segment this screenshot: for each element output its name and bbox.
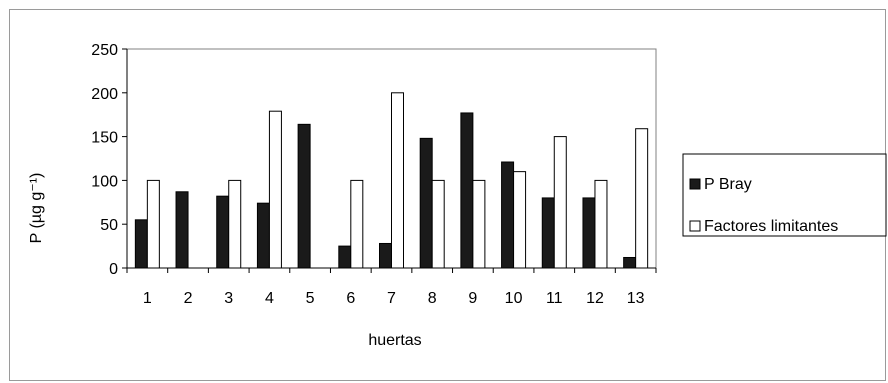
bar-factores-limitantes-11 bbox=[553, 136, 567, 269]
legend-box bbox=[682, 153, 887, 237]
y-tick-label: 0 bbox=[109, 261, 118, 278]
x-axis: 1 2 3 4 5 6 7 8 9 10 11 12 13 bbox=[126, 267, 657, 307]
y-tick-label: 50 bbox=[100, 217, 118, 234]
bar-p-bray-9 bbox=[460, 112, 474, 269]
x-tick-label: 6 bbox=[346, 290, 355, 307]
plot-area bbox=[126, 48, 657, 269]
x-tick-label: 5 bbox=[306, 290, 315, 307]
x-tick-label: 8 bbox=[428, 290, 437, 307]
bar-factores-limitantes-6 bbox=[350, 179, 364, 269]
x-tick-label: 9 bbox=[468, 290, 477, 307]
bar-factores-limitantes-9 bbox=[472, 179, 486, 269]
bar-p-bray-13 bbox=[623, 256, 637, 269]
x-axis-title: huertas bbox=[368, 332, 421, 349]
bar-p-bray-5 bbox=[297, 123, 311, 269]
bar-p-bray-8 bbox=[419, 137, 433, 269]
bar-p-bray-7 bbox=[379, 242, 392, 269]
x-tick-label: 10 bbox=[505, 290, 523, 307]
bar-factores-limitantes-10 bbox=[513, 171, 527, 269]
y-tick-label: 150 bbox=[91, 130, 118, 147]
bar-p-bray-6 bbox=[338, 245, 352, 269]
legend-swatch-factores-limitantes bbox=[689, 220, 701, 232]
bar-p-bray-3 bbox=[216, 195, 230, 269]
y-axis-title: P (µg g⁻¹) bbox=[28, 173, 45, 244]
x-tick-label: 13 bbox=[627, 290, 645, 307]
legend-label-p-bray: P Bray bbox=[704, 176, 752, 193]
bar-factores-limitantes-12 bbox=[594, 179, 608, 269]
bar-factores-limitantes-7 bbox=[391, 92, 404, 269]
x-tick-label: 2 bbox=[184, 290, 193, 307]
bar-p-bray-4 bbox=[256, 202, 270, 269]
x-tick-label: 3 bbox=[224, 290, 233, 307]
bar-factores-limitantes-13 bbox=[635, 128, 649, 269]
x-tick-label: 4 bbox=[265, 290, 274, 307]
legend-swatch-p-bray bbox=[689, 178, 701, 190]
bar-p-bray-12 bbox=[582, 197, 596, 269]
y-tick-label: 250 bbox=[91, 42, 118, 59]
legend: P Bray Factores limitantes bbox=[682, 153, 887, 237]
bar-factores-limitantes-3 bbox=[228, 179, 242, 269]
x-tick-label: 1 bbox=[143, 290, 152, 307]
x-tick-label: 11 bbox=[546, 290, 563, 307]
legend-label-factores-limitantes: Factores limitantes bbox=[704, 218, 838, 235]
x-tick-label: 7 bbox=[387, 290, 396, 307]
y-axis: 0 50 100 150 200 250 bbox=[91, 42, 128, 278]
bar-p-bray-1 bbox=[134, 219, 148, 269]
bar-factores-limitantes-8 bbox=[431, 179, 445, 269]
bar-p-bray-11 bbox=[541, 197, 555, 269]
bar-p-bray-2 bbox=[175, 191, 189, 269]
x-tick-label: 12 bbox=[586, 290, 604, 307]
bar-p-bray-10 bbox=[501, 161, 515, 269]
bar-factores-limitantes-4 bbox=[268, 110, 282, 269]
bar-factores-limitantes-1 bbox=[146, 179, 160, 269]
y-tick-label: 200 bbox=[91, 86, 118, 103]
y-tick-label: 100 bbox=[91, 173, 118, 190]
